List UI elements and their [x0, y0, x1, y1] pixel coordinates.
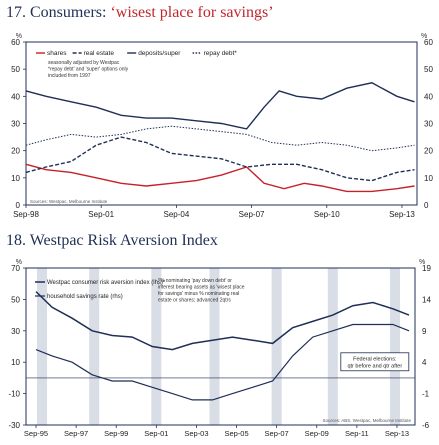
- chart1-title-highlight: ‘wisest place for savings’: [110, 4, 274, 21]
- chart1-series-line-1: [25, 136, 415, 182]
- chart2-note: estate or shares; advanced 2qtrs: [158, 298, 231, 304]
- chart1-ytick-right: 40: [424, 92, 433, 101]
- chart2-xtick-label: Sep-95: [24, 429, 48, 438]
- chart1-xtick-label: Sep-04: [163, 210, 189, 219]
- chart1-xtick-label: Sep-07: [239, 210, 265, 219]
- chart1-xtick-label: Sep-13: [389, 210, 415, 219]
- chart1-legend-item: real estate: [84, 50, 115, 57]
- chart1-ytick-left: 30: [11, 120, 20, 129]
- chart2-ytick-right: 14: [422, 295, 431, 304]
- chart2-ytick-left: 50: [11, 295, 20, 304]
- chart1-xtick-label: Sep-10: [314, 210, 340, 219]
- chart1-ytick-left: 10: [11, 174, 20, 183]
- chart2-election-band: [389, 268, 400, 425]
- chart2-callout-text: qtr before and qtr after: [347, 363, 402, 369]
- chart1-title: 17. Consumers: ‘wisest place for savings…: [6, 4, 274, 22]
- chart1-xtick-label: Sep-01: [88, 210, 114, 219]
- chart1-note: *repay debt' and 'super' options only: [48, 67, 129, 73]
- chart2-title: 18. Westpac Risk Aversion Index: [6, 232, 218, 250]
- chart2-ytick-left: 70: [11, 264, 20, 273]
- chart1-ytick-left: 0: [16, 201, 21, 210]
- chart1-legend-item: repay debt*: [204, 50, 238, 57]
- chart1-series-line-0: [25, 163, 415, 193]
- chart2-election-band: [89, 268, 100, 425]
- chart2-series-savings-rate: [35, 323, 410, 401]
- chart2-source: Sources: ABS, Westpac, Melbourne Institu…: [323, 418, 412, 423]
- chart2-ytick-right: 4: [422, 358, 427, 367]
- chart1-legend-item: deposits/super: [138, 50, 181, 57]
- chart1-unit-right: %: [421, 33, 427, 40]
- chart1-ytick-left: 40: [11, 92, 20, 101]
- chart1-ytick-right: 0: [424, 201, 429, 210]
- chart1-ytick-right: 60: [424, 38, 433, 47]
- chart1-legend-item: shares: [47, 50, 67, 57]
- chart2-ytick-right: -1: [422, 390, 430, 399]
- chart2-xtick-label: Sep-01: [144, 429, 168, 438]
- chart1-title-main: Consumers:: [30, 4, 111, 21]
- chart1-ytick-left: 60: [11, 38, 20, 47]
- chart1-unit-left: %: [16, 33, 22, 40]
- chart2-xtick-label: Sep-05: [224, 429, 248, 438]
- chart2-xtick-label: Sep-07: [265, 429, 289, 438]
- chart2-election-band: [327, 268, 338, 425]
- chart1-ytick-right: 30: [424, 120, 433, 129]
- chart1-ytick-right: 50: [424, 65, 433, 74]
- chart2-ytick-left: -10: [8, 390, 20, 399]
- chart2-xtick-label: Sep-99: [104, 429, 128, 438]
- chart1-series-line-2: [25, 82, 415, 130]
- chart2-ytick-right: -6: [422, 421, 430, 430]
- chart2-election-band: [37, 268, 48, 425]
- chart2-ytick-right: 9: [422, 327, 427, 336]
- chart2-note: for savings' minus % nominating real: [158, 291, 239, 297]
- chart2-xtick-label: Sep-11: [345, 429, 369, 438]
- chart2-ytick-left: 30: [11, 327, 20, 336]
- chart2-note: *% nominating 'pay down debt' or: [158, 278, 232, 284]
- chart2-ytick-right: 19: [422, 264, 431, 273]
- chart1-ytick-left: 50: [11, 65, 20, 74]
- chart2-note: interest bearing assets as 'wisest place: [158, 285, 245, 291]
- chart2-xtick-label: Sep-97: [64, 429, 88, 438]
- chart2-election-band: [271, 268, 282, 425]
- chart2-xtick-label: Sep-03: [184, 429, 208, 438]
- chart2-ytick-left: -30: [8, 421, 20, 430]
- chart1-xtick-label: Sep-98: [13, 210, 39, 219]
- chart1-series-line-3: [25, 125, 415, 152]
- chart2-xtick-label: Sep-09: [305, 429, 329, 438]
- chart2-legend-item: Westpac consumer risk aversion index (lh…: [47, 280, 166, 286]
- chart2-title-main: Westpac Risk Aversion Index: [29, 232, 218, 249]
- chart1-source: Sources: Westpac, Melbourne Institute: [30, 199, 108, 204]
- chart2-plot-frame: [25, 267, 416, 426]
- chart1-note: included from 1997: [48, 73, 91, 79]
- chart2-election-band: [209, 268, 220, 425]
- chart2-unit-right: %: [419, 259, 425, 266]
- chart2-unit-left: %: [16, 259, 22, 266]
- chart1-note: seasonally adjusted by Westpac: [48, 60, 120, 66]
- chart2-ytick-left: 10: [11, 358, 20, 367]
- chart2-legend-item: household savings rate (rhs): [47, 294, 123, 300]
- chart2-callout-box: [340, 352, 410, 372]
- chart2-series-risk-aversion: [35, 291, 410, 351]
- chart1-ytick-right: 20: [424, 147, 433, 156]
- chart2-callout-text: Federal elections:: [353, 356, 397, 362]
- chart1-ytick-right: 10: [424, 174, 433, 183]
- chart2-xtick-label: Sep-13: [385, 429, 409, 438]
- chart2-number: 18.: [6, 232, 26, 249]
- chart1-ytick-left: 20: [11, 147, 20, 156]
- chart1-number: 17.: [6, 4, 26, 21]
